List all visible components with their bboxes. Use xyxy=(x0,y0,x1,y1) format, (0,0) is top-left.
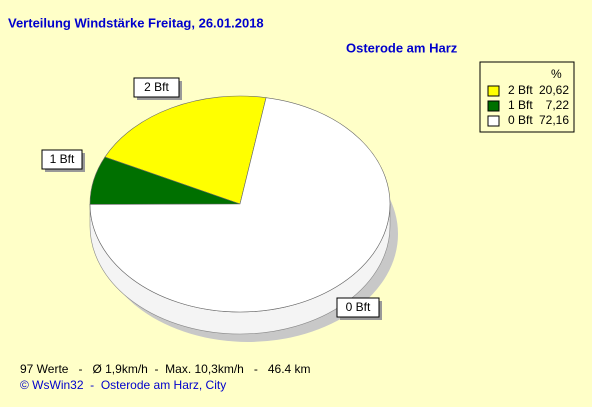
legend-value: 72,16 xyxy=(539,113,569,127)
callout-label: 2 Bft xyxy=(144,80,169,94)
callout-box xyxy=(133,77,180,98)
callout-label: 0 Bft xyxy=(346,300,371,314)
legend-value: 20,62 xyxy=(539,83,569,97)
legend-swatch xyxy=(487,115,500,127)
copyright: © WsWin32 - Osterode am Harz, City xyxy=(20,378,226,392)
callout-box xyxy=(41,149,83,170)
legend-title: % xyxy=(551,67,562,81)
callout-label: 1 Bft xyxy=(50,152,75,166)
legend-swatch xyxy=(487,100,500,112)
legend-value: 7,22 xyxy=(546,98,570,112)
pie-slice xyxy=(104,95,267,205)
legend-label: 2 Bft xyxy=(508,83,533,97)
chart-subtitle: Osterode am Harz xyxy=(346,40,458,55)
pie-slice xyxy=(89,97,391,313)
footer: 97 Werte - Ø 1,9km/h - Max. 10,3km/h - 4… xyxy=(20,362,311,376)
legend-swatch xyxy=(487,85,500,97)
chart-title: Verteilung Windstärke Freitag, 26.01.201… xyxy=(8,15,264,30)
legend-label: 0 Bft xyxy=(508,113,533,127)
callout-box xyxy=(336,297,380,318)
legend-label: 1 Bft xyxy=(508,98,533,112)
